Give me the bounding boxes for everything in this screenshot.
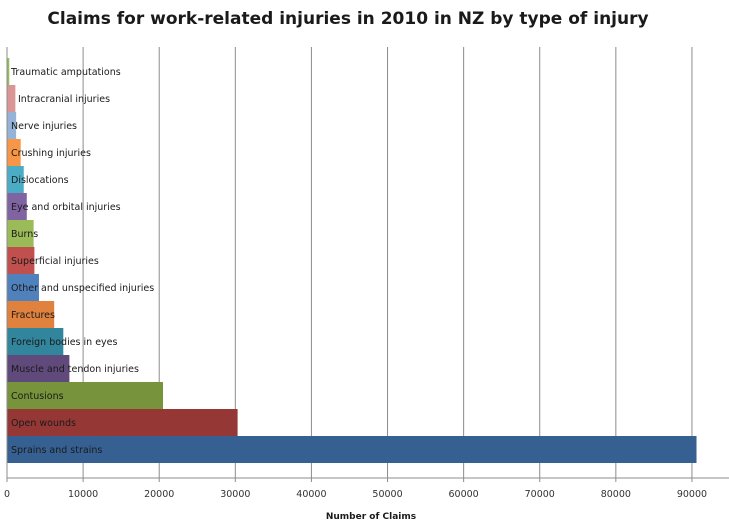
bar-label: Fractures	[11, 310, 55, 321]
bar	[7, 355, 70, 382]
bar	[7, 220, 34, 247]
axes	[6, 47, 729, 479]
bar-label: Dislocations	[11, 175, 69, 186]
x-tick-label: 0	[4, 489, 10, 500]
x-tick-label: 60000	[449, 489, 479, 500]
bar-label: Crushing injuries	[11, 148, 91, 159]
x-tick-label: 70000	[525, 489, 555, 500]
bar	[7, 382, 164, 409]
bar-label: Superficial injuries	[11, 256, 99, 267]
bar	[7, 328, 64, 355]
bar-label: Foreign bodies in eyes	[11, 337, 118, 348]
bar	[7, 247, 35, 274]
x-axis-ticks: 0 10000 20000 30000 40000 50000 60000 70000 8000…	[4, 478, 707, 500]
x-tick-label: 90000	[677, 489, 707, 500]
bar	[7, 193, 27, 220]
bar	[7, 274, 39, 301]
bar-label: Intracranial injuries	[18, 94, 110, 105]
x-tick-label: 80000	[601, 489, 631, 500]
bars	[7, 58, 697, 463]
bar	[7, 436, 697, 463]
x-tick-label: 50000	[372, 489, 402, 500]
x-tick-label: 20000	[144, 489, 174, 500]
bar-label: Nerve injuries	[11, 121, 77, 132]
bar-label: Muscle and tendon injuries	[11, 364, 139, 375]
bar-label: Burns	[11, 229, 38, 240]
bar	[7, 85, 16, 112]
bar-label: Contusions	[11, 391, 64, 402]
chart-title: Claims for work-related injuries in 2010…	[47, 9, 648, 29]
x-tick-label: 30000	[220, 489, 250, 500]
bar	[7, 301, 55, 328]
x-tick-label: 40000	[296, 489, 326, 500]
bar-label: Sprains and strains	[11, 445, 102, 456]
bar-label: Eye and orbital injuries	[11, 202, 121, 213]
bar	[7, 139, 21, 166]
bar	[7, 112, 17, 139]
bar-label: Traumatic amputations	[10, 67, 121, 78]
gridlines	[82, 47, 693, 478]
bar	[7, 166, 24, 193]
bar	[7, 409, 238, 436]
bar-labels: Traumatic amputations Intracranial injuri…	[10, 67, 154, 456]
x-axis-title: Number of Claims	[326, 512, 416, 522]
bar-label: Other and unspecified injuries	[11, 283, 154, 294]
bar	[7, 58, 10, 85]
x-tick-label: 10000	[68, 489, 98, 500]
bar-label: Open wounds	[11, 418, 76, 429]
